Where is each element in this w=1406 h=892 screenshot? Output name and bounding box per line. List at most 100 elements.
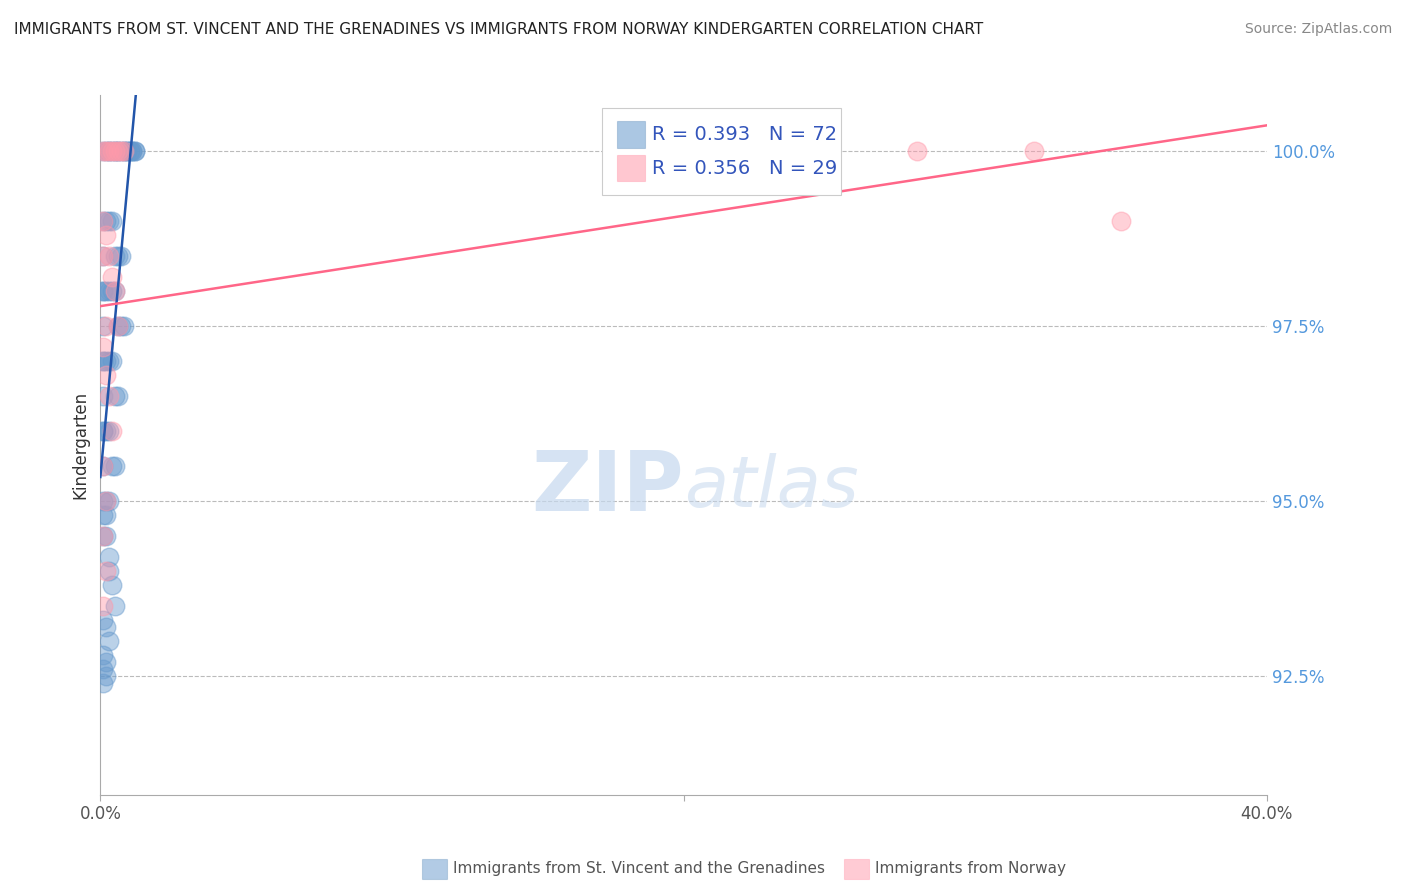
Point: [91, 424, 114, 438]
Text: ZIP: ZIP: [531, 447, 683, 528]
FancyBboxPatch shape: [602, 108, 841, 195]
Point: [96, 214, 118, 228]
Point: [1022, 145, 1045, 159]
Point: [91, 319, 114, 334]
Point: [98, 145, 121, 159]
Point: [112, 145, 135, 159]
Point: [110, 145, 132, 159]
Point: [107, 319, 129, 334]
Point: [98, 550, 121, 565]
Point: [91, 354, 114, 368]
Point: [101, 145, 124, 159]
Point: [107, 145, 129, 159]
Point: [104, 284, 127, 298]
Point: [107, 249, 129, 263]
Point: [91, 249, 114, 263]
Point: [91, 214, 114, 228]
Text: IMMIGRANTS FROM ST. VINCENT AND THE GRENADINES VS IMMIGRANTS FROM NORWAY KINDERG: IMMIGRANTS FROM ST. VINCENT AND THE GREN…: [14, 22, 983, 37]
Point: [91, 599, 114, 614]
Point: [98, 145, 121, 159]
Point: [98, 284, 121, 298]
Point: [101, 459, 124, 474]
Y-axis label: Kindergarten: Kindergarten: [72, 391, 89, 500]
Point: [101, 270, 124, 285]
Point: [104, 145, 127, 159]
Point: [121, 145, 143, 159]
Point: [91, 676, 114, 690]
Text: atlas: atlas: [683, 452, 858, 522]
Point: [98, 634, 121, 648]
Point: [91, 145, 114, 159]
Point: [91, 662, 114, 676]
Point: [91, 648, 114, 662]
Point: [101, 284, 124, 298]
Point: [91, 249, 114, 263]
Point: [91, 508, 114, 523]
Point: [96, 508, 118, 523]
Point: [112, 145, 135, 159]
Point: [96, 424, 118, 438]
Point: [91, 340, 114, 354]
Point: [104, 284, 127, 298]
Point: [91, 459, 114, 474]
Text: Immigrants from Norway: Immigrants from Norway: [875, 862, 1066, 876]
Point: [107, 145, 129, 159]
Point: [789, 145, 811, 159]
Point: [112, 145, 135, 159]
Point: [96, 354, 118, 368]
Point: [1109, 214, 1132, 228]
Point: [98, 494, 121, 508]
Text: Immigrants from St. Vincent and the Grenadines: Immigrants from St. Vincent and the Gren…: [453, 862, 825, 876]
Point: [96, 319, 118, 334]
Point: [104, 599, 127, 614]
Point: [96, 669, 118, 683]
Point: [91, 529, 114, 543]
Point: [98, 564, 121, 578]
Point: [98, 354, 121, 368]
Point: [104, 249, 127, 263]
Point: [96, 284, 118, 298]
Point: [104, 459, 127, 474]
Text: R = 0.393   N = 72: R = 0.393 N = 72: [652, 125, 837, 144]
Point: [115, 145, 138, 159]
Point: [91, 284, 114, 298]
Point: [91, 389, 114, 403]
Point: [91, 424, 114, 438]
Point: [96, 494, 118, 508]
Point: [110, 249, 132, 263]
Point: [91, 145, 114, 159]
Point: [96, 228, 118, 243]
Point: [121, 145, 143, 159]
Point: [110, 145, 132, 159]
Text: Source: ZipAtlas.com: Source: ZipAtlas.com: [1244, 22, 1392, 37]
Point: [101, 145, 124, 159]
Point: [96, 620, 118, 634]
Point: [107, 389, 129, 403]
Point: [96, 494, 118, 508]
Point: [96, 368, 118, 383]
Point: [96, 145, 118, 159]
Point: [91, 529, 114, 543]
Point: [905, 145, 928, 159]
FancyBboxPatch shape: [617, 121, 645, 148]
Point: [104, 389, 127, 403]
Point: [101, 578, 124, 592]
Point: [118, 145, 141, 159]
FancyBboxPatch shape: [617, 154, 645, 181]
Point: [124, 145, 146, 159]
Point: [98, 214, 121, 228]
Point: [115, 145, 138, 159]
Point: [98, 389, 121, 403]
Point: [91, 613, 114, 627]
Point: [101, 354, 124, 368]
Point: [101, 424, 124, 438]
Point: [104, 145, 127, 159]
Point: [91, 354, 114, 368]
Point: [91, 284, 114, 298]
Point: [112, 319, 135, 334]
Point: [107, 145, 129, 159]
Point: [124, 145, 146, 159]
Point: [98, 145, 121, 159]
Point: [98, 424, 121, 438]
Point: [104, 145, 127, 159]
